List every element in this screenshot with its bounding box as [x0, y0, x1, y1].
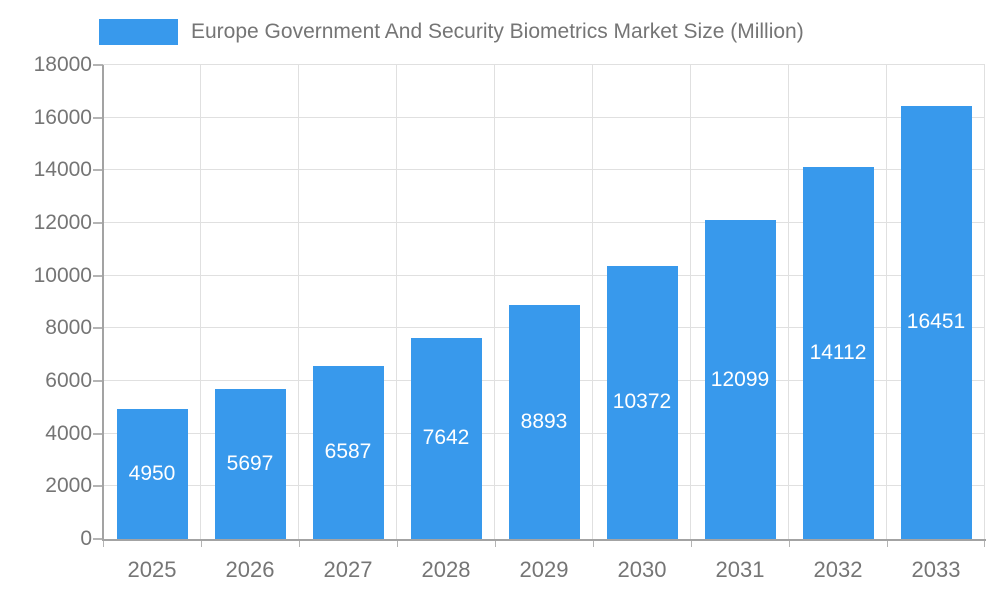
bar-value-label: 14112 — [809, 341, 867, 365]
x-axis-tick-label: 2030 — [617, 557, 667, 582]
x-axis-line — [102, 539, 986, 541]
bar-value-label: 4950 — [128, 461, 176, 485]
y-axis-tick — [93, 116, 103, 119]
bar[interactable]: 5697 — [214, 388, 286, 539]
x-axis-tick-label: 2028 — [421, 557, 471, 582]
gridline-vertical — [200, 65, 201, 539]
y-axis-tick — [93, 485, 103, 488]
y-axis-tick-label: 2000 — [45, 474, 92, 498]
bar[interactable]: 8893 — [508, 304, 580, 539]
x-axis-tick — [691, 539, 692, 547]
gridline-vertical — [298, 65, 299, 539]
x-axis-tick-label: 2033 — [911, 557, 961, 582]
x-axis-tick-label: 2029 — [519, 557, 569, 582]
y-axis-line — [102, 65, 104, 541]
gridline-vertical — [690, 65, 691, 539]
y-axis-tick-label: 8000 — [45, 316, 92, 340]
bar[interactable]: 6587 — [312, 365, 384, 539]
y-axis-tick — [93, 64, 103, 66]
x-axis-tick — [984, 539, 985, 547]
gridline-vertical — [396, 65, 397, 539]
y-axis-tick-label: 6000 — [45, 369, 92, 392]
bar[interactable]: 7642 — [410, 337, 482, 539]
gridline-vertical — [788, 65, 789, 539]
gridline-vertical — [494, 65, 495, 539]
gridline-horizontal — [103, 274, 985, 276]
x-axis-tick — [789, 539, 790, 547]
bar[interactable]: 16451 — [900, 105, 972, 539]
x-axis-tick-label: 2026 — [225, 557, 275, 582]
x-axis-tick — [593, 539, 594, 547]
y-axis-tick-label: 16000 — [33, 105, 92, 129]
bar-value-label: 12099 — [710, 367, 770, 391]
bar[interactable]: 12099 — [704, 220, 776, 539]
gridline-horizontal — [103, 64, 985, 65]
gridline-horizontal — [103, 116, 985, 118]
bar-value-label: 10372 — [612, 390, 672, 414]
gridline-horizontal — [103, 169, 985, 171]
y-axis-labels: 0 2000 4000 6000 8000 10000 12000 14000 16000 180… — [0, 0, 92, 600]
x-axis-labels: 2025 2026 2027 2028 2029 2030 2031 2032 2033 — [103, 556, 985, 586]
y-axis-tick-label: 4000 — [45, 421, 92, 445]
y-axis-tick — [93, 327, 103, 330]
bar[interactable]: 14112 — [802, 167, 874, 539]
x-axis-tick — [201, 539, 202, 547]
bar-value-label: 5697 — [226, 451, 274, 475]
bar-value-label: 16451 — [906, 310, 966, 334]
bar[interactable]: 10372 — [606, 265, 678, 539]
y-axis-tick-label: 0 — [80, 527, 92, 550]
y-axis-tick-label: 18000 — [33, 53, 92, 76]
x-axis-tick — [495, 539, 496, 547]
y-axis-tick-label: 10000 — [33, 263, 92, 287]
legend-label: Europe Government And Security Biometric… — [191, 20, 804, 43]
x-axis-tick — [887, 539, 888, 547]
bar-value-label: 6587 — [324, 440, 372, 464]
y-axis-tick — [93, 538, 103, 540]
legend-swatch — [99, 19, 178, 45]
x-axis-tick-label: 2031 — [715, 557, 765, 582]
x-axis-tick — [397, 539, 398, 547]
bar-value-label: 8893 — [520, 409, 568, 433]
x-axis-tick-label: 2025 — [127, 557, 177, 582]
plot-area: 4950 5697 6587 7642 8893 10372 12099 14112 16451 — [93, 64, 985, 547]
bar-value-label: 7642 — [422, 426, 470, 450]
gridline-vertical — [984, 65, 985, 539]
gridline-vertical — [886, 65, 887, 539]
x-axis-tick-label: 2032 — [813, 557, 863, 582]
x-axis-tick-label: 2027 — [323, 557, 373, 582]
gridline-horizontal — [103, 222, 985, 223]
legend[interactable]: Europe Government And Security Biometric… — [99, 17, 804, 47]
x-axis-tick — [299, 539, 300, 547]
x-axis-tick — [103, 539, 104, 547]
y-axis-tick — [93, 274, 103, 277]
y-axis-tick-label: 14000 — [33, 158, 92, 182]
y-axis-tick-label: 12000 — [33, 211, 92, 234]
y-axis-tick — [93, 222, 103, 224]
gridline-vertical — [592, 65, 593, 539]
bar[interactable]: 4950 — [116, 408, 188, 539]
y-axis-tick — [93, 380, 103, 382]
y-axis-tick — [93, 169, 103, 172]
y-axis-tick — [93, 432, 103, 435]
